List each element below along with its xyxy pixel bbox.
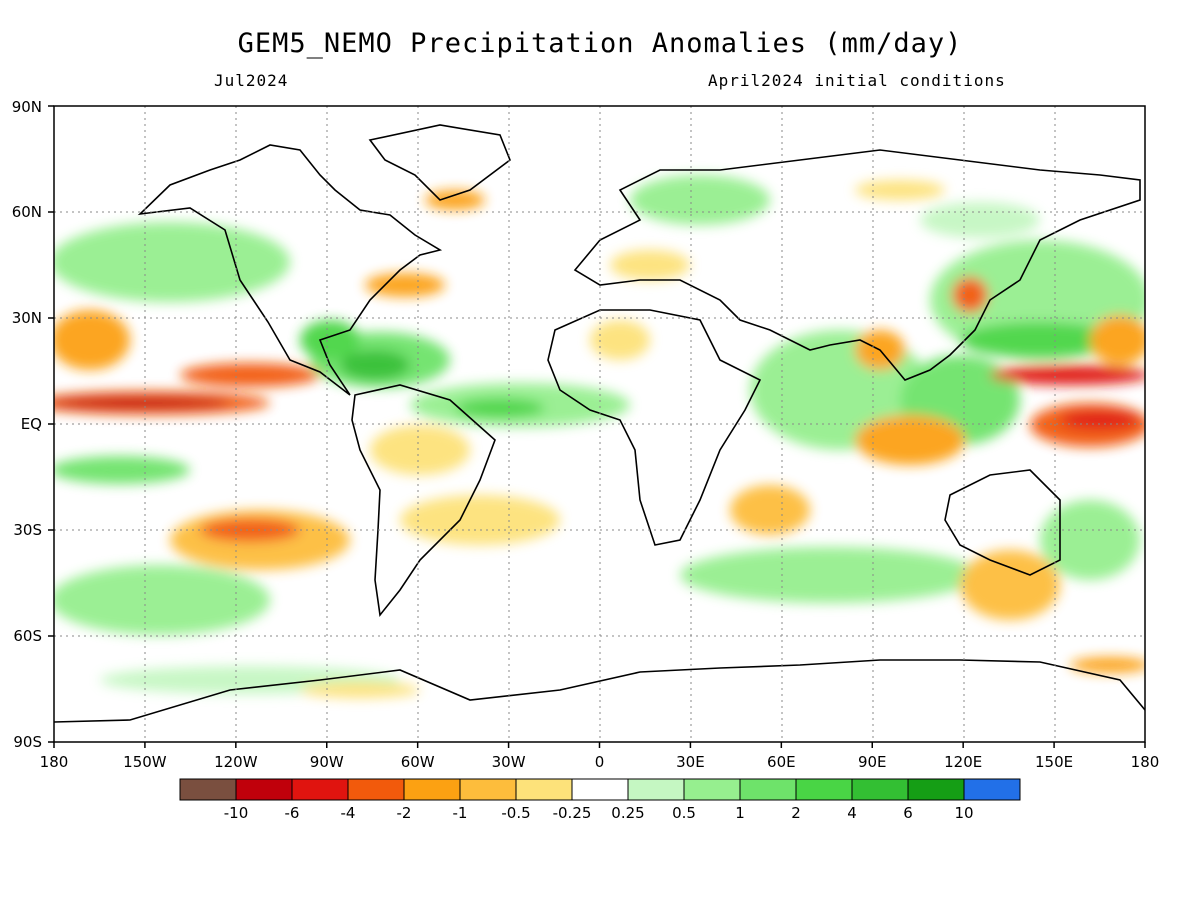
colorbar-tick-label: 0.5 (672, 804, 696, 822)
greenland-coast (368, 124, 511, 201)
lon-tick-label: 180 (1131, 753, 1160, 771)
south-america-coast (351, 384, 496, 617)
colorbar-swatch (795, 778, 853, 801)
lon-tick-label: 150W (123, 753, 167, 771)
lon-tick-label: 120E (944, 753, 982, 771)
australia-coast (944, 469, 1061, 576)
colorbar-tick-label: -6 (285, 804, 300, 822)
map-title: GEM5_NEMO Precipitation Anomalies (mm/da… (237, 28, 963, 59)
colorbar-tick-label: 10 (954, 804, 973, 822)
north-america-coast (137, 144, 443, 396)
lon-tick-label: 120W (214, 753, 258, 771)
colorbar-tick-label: 6 (903, 804, 913, 822)
coastlines (54, 124, 1145, 723)
lat-tick-label: 60N (12, 203, 42, 221)
colorbar-tick-label: -1 (453, 804, 468, 822)
lon-tick-label: 60E (767, 753, 796, 771)
gridlines (54, 106, 1145, 742)
colorbar-swatch (851, 778, 909, 801)
colorbar-swatch (179, 778, 237, 801)
lat-tick-label: 90S (13, 733, 42, 751)
colorbar-tick-label: -10 (224, 804, 249, 822)
colorbar-tick-label: -2 (397, 804, 412, 822)
lat-tick-label: EQ (21, 415, 42, 433)
colorbar-swatch (459, 778, 517, 801)
lon-tick-label: 90E (858, 753, 887, 771)
colorbar-swatch (683, 778, 741, 801)
antarctica-coast (54, 659, 1145, 723)
initial-conditions-label: April2024 initial conditions (708, 71, 1006, 90)
colorbar-tick-label: -0.25 (553, 804, 592, 822)
lat-tick-label: 30N (12, 309, 42, 327)
colorbar-swatch (403, 778, 461, 801)
lon-tick-label: 30W (492, 753, 526, 771)
colorbar-swatch (291, 778, 349, 801)
colorbar-tick-label: -4 (341, 804, 356, 822)
colorbar-swatch (347, 778, 405, 801)
colorbar-tick-label: 1 (735, 804, 745, 822)
colorbar-swatch (907, 778, 965, 801)
lon-tick-label: 60W (401, 753, 435, 771)
eurasia-coast (573, 149, 1141, 381)
lon-tick-label: 90W (310, 753, 344, 771)
colorbar-swatch (235, 778, 293, 801)
colorbar: -10 -6 -4 -2 -1 -0.5 -0.25 0.25 0.5 1 2 4 6 10 (179, 778, 1021, 822)
colorbar-tick-label: -0.5 (501, 804, 530, 822)
colorbar-tick-label: 4 (847, 804, 857, 822)
colorbar-tick-label: 2 (791, 804, 801, 822)
lon-tick-label: 150E (1035, 753, 1073, 771)
colorbar-swatch (627, 778, 685, 801)
lat-tick-label: 90N (12, 98, 42, 116)
colorbar-swatch (739, 778, 797, 801)
colorbar-swatch (515, 778, 573, 801)
lon-tick-label: 0 (595, 753, 605, 771)
lat-tick-label: 60S (13, 627, 42, 645)
colorbar-tick-label: 0.25 (611, 804, 644, 822)
lat-tick-label: 30S (13, 521, 42, 539)
lon-tick-label: 180 (40, 753, 69, 771)
lon-tick-label: 30E (676, 753, 705, 771)
axis-layer: 90N 60N 30N EQ 30S 60S 90S 180 150W 120W 90W 60W 30W… (12, 98, 1160, 771)
forecast-month-label: Jul2024 (214, 71, 289, 90)
colorbar-swatch (963, 778, 1021, 801)
colorbar-swatch (571, 778, 629, 801)
